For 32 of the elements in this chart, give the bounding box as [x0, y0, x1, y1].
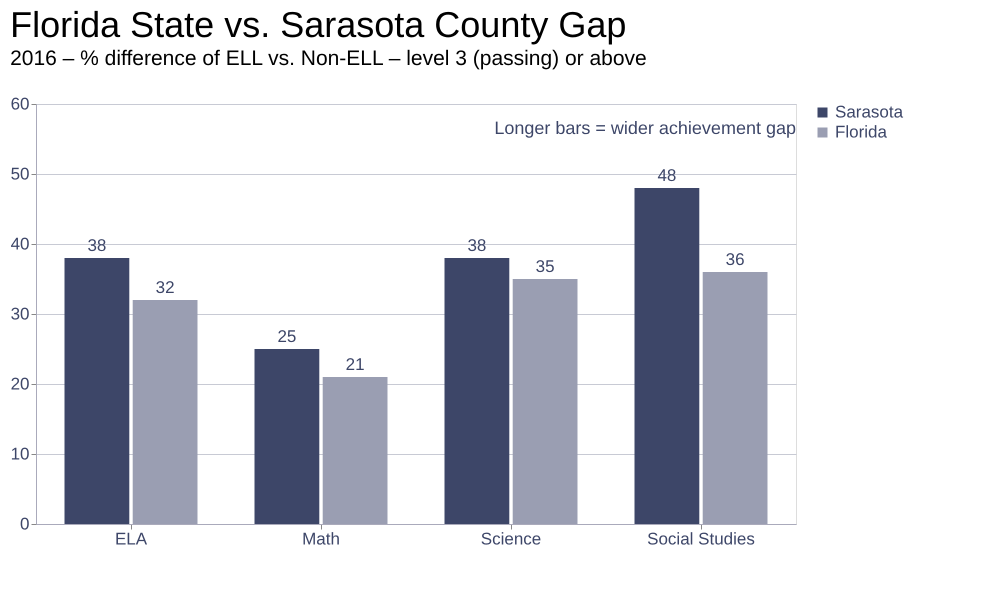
bar	[132, 300, 198, 524]
data-label: 38	[87, 236, 106, 255]
data-label: 36	[726, 250, 745, 269]
x-tick-label: Math	[302, 530, 340, 548]
chart-title: Florida State vs. Sarasota County Gap	[10, 4, 626, 45]
bar	[702, 272, 768, 524]
annotation: Longer bars = wider achievement gap	[494, 118, 796, 138]
x-tick-label: Social Studies	[647, 530, 755, 548]
chart-subtitle: 2016 – % difference of ELL vs. Non-ELL – level 3 (passing) or above	[10, 47, 647, 70]
data-label: 48	[657, 166, 676, 185]
data-label: 25	[277, 327, 296, 346]
bar	[444, 258, 510, 524]
y-tick-label: 50	[10, 164, 30, 184]
x-tick-label: Science	[480, 530, 542, 548]
bar	[254, 349, 320, 524]
bar	[512, 279, 578, 524]
legend-label: Florida	[835, 122, 888, 142]
y-tick-label: 20	[10, 374, 30, 394]
data-label: 21	[346, 355, 365, 374]
bar	[64, 258, 130, 524]
bar	[322, 377, 388, 524]
data-label: 35	[536, 257, 555, 276]
y-tick-label: 0	[20, 514, 30, 534]
y-tick-label: 30	[10, 304, 30, 324]
y-tick-label: 40	[10, 234, 30, 254]
y-tick-label: 10	[10, 444, 30, 464]
x-tick-label: ELA	[114, 530, 148, 548]
bar	[634, 188, 700, 524]
legend-label: Sarasota	[835, 102, 904, 122]
data-label: 38	[467, 236, 486, 255]
y-tick-label: 60	[10, 94, 30, 114]
data-label: 32	[156, 278, 175, 297]
